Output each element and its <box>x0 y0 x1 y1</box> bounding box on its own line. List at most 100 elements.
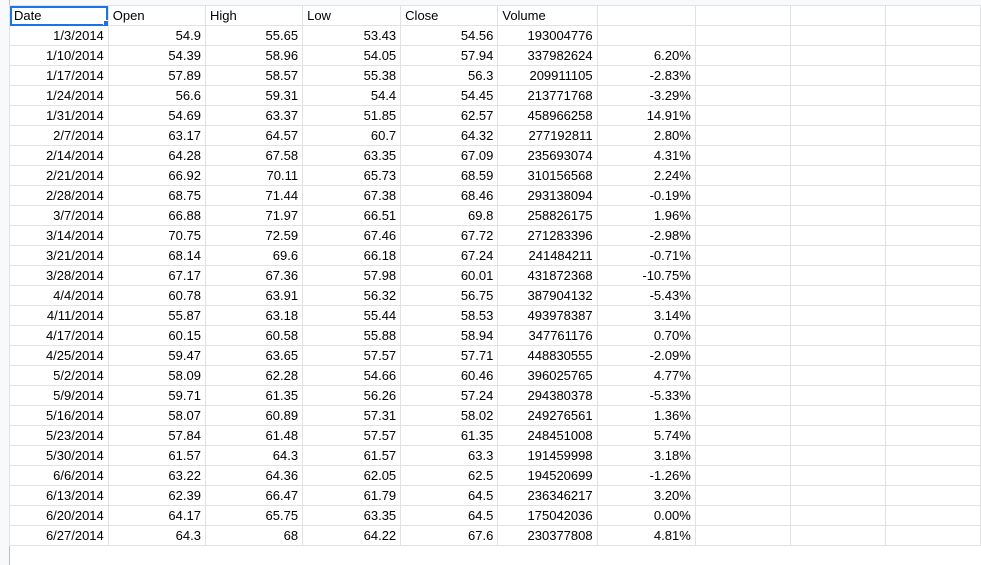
empty-cell[interactable] <box>884 125 981 146</box>
empty-cell[interactable] <box>694 305 791 326</box>
data-cell[interactable]: 63.18 <box>204 305 304 326</box>
data-cell[interactable]: 6/27/2014 <box>9 525 109 546</box>
empty-cell[interactable] <box>694 225 791 246</box>
empty-cell[interactable] <box>884 385 981 406</box>
data-cell[interactable]: 1/31/2014 <box>9 105 109 126</box>
empty-cell[interactable] <box>694 365 791 386</box>
data-cell[interactable]: 58.07 <box>107 405 206 426</box>
header-cell-volume[interactable]: Volume <box>497 5 598 26</box>
data-cell[interactable]: 6/20/2014 <box>9 505 109 526</box>
empty-cell[interactable] <box>884 165 981 186</box>
data-cell[interactable]: 61.57 <box>302 445 402 466</box>
empty-cell[interactable] <box>694 265 791 286</box>
header-cell-low[interactable]: Low <box>302 5 402 26</box>
data-cell[interactable]: 71.97 <box>204 205 304 226</box>
data-cell[interactable]: 67.24 <box>400 245 499 266</box>
data-cell[interactable]: 5/30/2014 <box>9 445 109 466</box>
data-cell[interactable]: 4/17/2014 <box>9 325 109 346</box>
empty-cell[interactable] <box>789 165 886 186</box>
data-cell[interactable]: 58.94 <box>400 325 499 346</box>
empty-cell[interactable] <box>884 305 981 326</box>
empty-cell[interactable] <box>789 385 886 406</box>
data-cell[interactable]: 69.8 <box>400 205 499 226</box>
empty-cell[interactable] <box>884 225 981 246</box>
data-cell[interactable]: 5/9/2014 <box>9 385 109 406</box>
data-cell[interactable]: 4.31% <box>596 145 696 166</box>
data-cell[interactable]: 57.98 <box>302 265 402 286</box>
data-cell[interactable]: 3/21/2014 <box>9 245 109 266</box>
data-cell[interactable]: 57.24 <box>400 385 499 406</box>
data-cell[interactable]: 5.74% <box>596 425 696 446</box>
empty-cell[interactable] <box>789 25 886 46</box>
data-cell[interactable]: 64.5 <box>400 505 499 526</box>
data-cell[interactable]: 61.35 <box>400 425 499 446</box>
data-cell[interactable]: 57.57 <box>302 425 402 446</box>
empty-cell[interactable] <box>789 285 886 306</box>
data-cell[interactable]: 2.80% <box>596 125 696 146</box>
data-cell[interactable]: 58.09 <box>107 365 206 386</box>
data-cell[interactable]: 63.35 <box>302 505 402 526</box>
data-cell[interactable]: 431872368 <box>497 265 598 286</box>
data-cell[interactable]: 61.57 <box>107 445 206 466</box>
empty-cell[interactable] <box>884 425 981 446</box>
data-cell[interactable]: 62.5 <box>400 465 499 486</box>
data-cell[interactable]: 62.57 <box>400 105 499 126</box>
empty-cell[interactable] <box>884 345 981 366</box>
empty-cell[interactable] <box>789 325 886 346</box>
data-cell[interactable]: 193004776 <box>497 25 598 46</box>
empty-cell[interactable] <box>694 205 791 226</box>
data-cell[interactable]: 191459998 <box>497 445 598 466</box>
data-cell[interactable]: 58.02 <box>400 405 499 426</box>
empty-cell[interactable] <box>884 325 981 346</box>
data-cell[interactable]: 70.75 <box>107 225 206 246</box>
empty-cell[interactable] <box>694 165 791 186</box>
data-cell[interactable]: 67.72 <box>400 225 499 246</box>
data-cell[interactable]: 2.24% <box>596 165 696 186</box>
empty-cell[interactable] <box>694 445 791 466</box>
data-cell[interactable]: 213771768 <box>497 85 598 106</box>
data-cell[interactable]: 54.39 <box>107 45 206 66</box>
data-cell[interactable]: 60.89 <box>204 405 304 426</box>
header-cell-open[interactable]: Open <box>107 5 206 26</box>
empty-cell[interactable] <box>884 25 981 46</box>
data-cell[interactable]: 58.96 <box>204 45 304 66</box>
empty-cell[interactable] <box>884 505 981 526</box>
empty-cell[interactable] <box>789 245 886 266</box>
data-cell[interactable]: -1.26% <box>596 465 696 486</box>
data-cell[interactable]: 1.36% <box>596 405 696 426</box>
data-cell[interactable]: 67.6 <box>400 525 499 546</box>
data-cell[interactable]: 2/28/2014 <box>9 185 109 206</box>
data-cell[interactable]: 63.22 <box>107 465 206 486</box>
data-cell[interactable]: 3.20% <box>596 485 696 506</box>
empty-cell[interactable] <box>884 45 981 66</box>
empty-cell[interactable] <box>789 65 886 86</box>
empty-cell[interactable] <box>596 5 696 26</box>
data-cell[interactable]: -5.33% <box>596 385 696 406</box>
empty-cell[interactable] <box>789 485 886 506</box>
data-cell[interactable]: 294380378 <box>497 385 598 406</box>
data-cell[interactable]: 67.46 <box>302 225 402 246</box>
data-cell[interactable]: 493978387 <box>497 305 598 326</box>
data-cell[interactable]: 337982624 <box>497 45 598 66</box>
empty-cell[interactable] <box>884 5 981 26</box>
data-cell[interactable]: 67.58 <box>204 145 304 166</box>
data-cell[interactable]: 60.46 <box>400 365 499 386</box>
data-cell[interactable]: 58.53 <box>400 305 499 326</box>
data-cell[interactable]: 4/4/2014 <box>9 285 109 306</box>
data-cell[interactable]: 54.05 <box>302 45 402 66</box>
empty-cell[interactable] <box>694 105 791 126</box>
empty-cell[interactable] <box>694 505 791 526</box>
data-cell[interactable]: 347761176 <box>497 325 598 346</box>
data-cell[interactable]: 5/16/2014 <box>9 405 109 426</box>
data-cell[interactable]: 5/23/2014 <box>9 425 109 446</box>
data-cell[interactable]: 63.65 <box>204 345 304 366</box>
data-cell[interactable]: 4.81% <box>596 525 696 546</box>
data-cell[interactable]: 4.77% <box>596 365 696 386</box>
data-cell[interactable]: 6/6/2014 <box>9 465 109 486</box>
data-cell[interactable]: 64.22 <box>302 525 402 546</box>
data-cell[interactable]: 64.3 <box>107 525 206 546</box>
empty-cell[interactable] <box>694 85 791 106</box>
data-cell[interactable]: 0.00% <box>596 505 696 526</box>
data-cell[interactable]: 54.4 <box>302 85 402 106</box>
data-cell[interactable]: 71.44 <box>204 185 304 206</box>
